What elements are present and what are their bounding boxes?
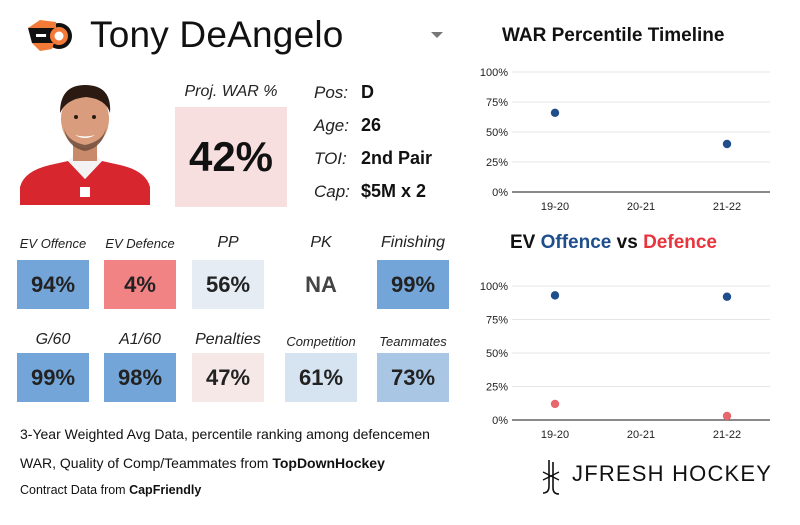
chart-title-part-defence: Defence	[643, 232, 717, 253]
chart-title-part-vs: vs	[611, 232, 644, 253]
metric-label-ev-offence: EV Offence	[19, 236, 87, 251]
metric-label-ev-defence: EV Defence	[105, 236, 175, 251]
footer-line-2: WAR, Quality of Comp/Teammates from TopD…	[20, 455, 385, 471]
brand-name: JFRESH HOCKEY	[572, 461, 773, 486]
footer-line-1: 3-Year Weighted Avg Data, percentile ran…	[20, 426, 430, 442]
war-percentile-chart: 0% 25% 50% 75% 100% 19-20 20-21 21-22	[480, 67, 770, 213]
proj-war-label: Proj. WAR %	[184, 83, 278, 100]
metric-label-teammates: Teammates	[379, 334, 447, 349]
footer-line-3: Contract Data from CapFriendly	[20, 483, 201, 497]
metric-label-pp: PP	[217, 234, 239, 251]
y-tick-label: 25%	[486, 382, 508, 394]
metric-label-penalties: Penalties	[195, 331, 261, 348]
pos-value: D	[361, 82, 374, 102]
player-headshot-icon	[20, 75, 150, 205]
chart-title-ev-offence-defence: EV Offence vs Defence	[510, 232, 717, 254]
metric-value-ev-offence: 94%	[17, 260, 89, 309]
metric-label-g60: G/60	[35, 331, 71, 348]
cap-value: $5M x 2	[361, 181, 427, 201]
y-tick-label: 0%	[492, 187, 508, 199]
footer-source-topdownhockey: TopDownHockey	[272, 455, 385, 471]
metric-value-ev-defence: 4%	[104, 260, 176, 309]
cap-label: Cap:	[314, 182, 350, 201]
metric-label-finishing: Finishing	[380, 234, 446, 251]
footer-line-3-prefix: Contract Data from	[20, 483, 130, 497]
y-tick-label: 50%	[486, 127, 508, 139]
toi-value: 2nd Pair	[361, 148, 433, 168]
x-tick-label: 19-20	[541, 201, 569, 213]
player-name: Tony DeAngelo	[90, 14, 344, 55]
age-label: Age:	[314, 116, 349, 135]
metric-value-finishing: 99%	[377, 260, 449, 309]
data-point	[550, 108, 560, 117]
metric-value-teammates: 73%	[377, 353, 449, 402]
ev-offence-defence-chart: 0% 25% 50% 75% 100% 19-20 20-21 21-22	[480, 281, 770, 441]
y-tick-label: 100%	[480, 67, 508, 79]
footer-line-2-prefix: WAR, Quality of Comp/Teammates from	[20, 455, 273, 471]
y-tick-label: 100%	[480, 281, 508, 293]
data-point	[550, 291, 560, 300]
x-tick-label: 21-22	[713, 201, 741, 213]
data-point	[550, 399, 560, 409]
metric-value-pk: NA	[285, 260, 357, 309]
metric-value-competition: 61%	[285, 353, 357, 402]
metric-value-pp: 56%	[192, 260, 264, 309]
pos-label: Pos:	[314, 83, 349, 102]
toi-label: TOI:	[314, 149, 347, 168]
y-tick-label: 0%	[492, 415, 508, 427]
data-point	[722, 411, 732, 421]
y-tick-label: 50%	[486, 348, 508, 360]
metric-label-competition: Competition	[286, 334, 356, 349]
metric-value-penalties: 47%	[192, 353, 264, 402]
metric-label-a160: A1/60	[119, 331, 161, 348]
y-tick-label: 25%	[486, 157, 508, 169]
player-select-dropdown-icon[interactable]	[431, 32, 443, 38]
metric-value-g60: 99%	[17, 353, 89, 402]
x-tick-label: 19-20	[541, 429, 569, 441]
flyers-logo-icon	[28, 20, 72, 51]
metric-label-pk: PK	[310, 234, 332, 251]
chart-title-war-timeline: WAR Percentile Timeline	[502, 25, 725, 46]
age-value: 26	[361, 115, 382, 135]
y-tick-label: 75%	[486, 315, 508, 327]
data-point	[722, 292, 732, 301]
x-tick-label: 21-22	[713, 429, 741, 441]
footer-source-capfriendly: CapFriendly	[129, 483, 202, 497]
y-tick-label: 75%	[486, 97, 508, 109]
x-tick-label: 20-21	[627, 429, 655, 441]
chart-title-part-ev: EV	[510, 232, 541, 253]
data-point	[722, 139, 732, 149]
jfresh-logo-icon	[542, 460, 560, 495]
chart-title-part-offence: Offence	[540, 232, 612, 253]
x-tick-label: 20-21	[627, 201, 655, 213]
metric-value-a160: 98%	[104, 353, 176, 402]
proj-war-value: 42%	[175, 107, 287, 207]
